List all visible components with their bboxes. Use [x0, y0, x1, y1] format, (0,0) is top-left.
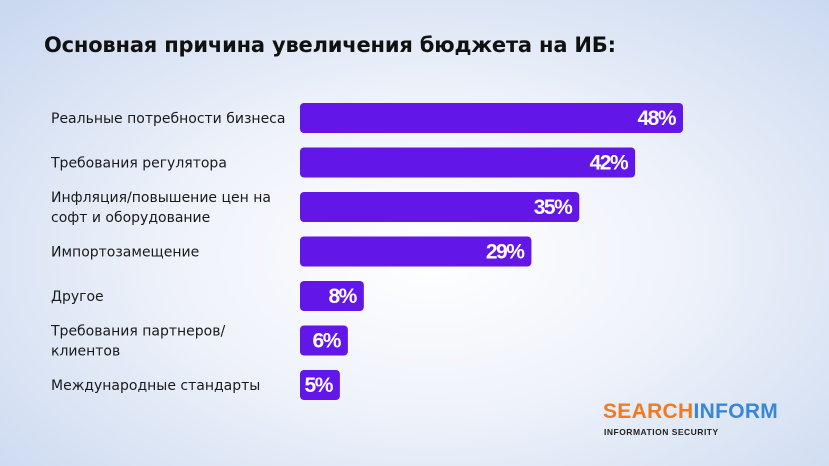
- category-label-1: Требования регулятора: [50, 156, 227, 172]
- bar-4: [300, 281, 364, 311]
- category-label-6: Международные стандарты: [51, 378, 260, 394]
- logo-tagline: INFORMATION SECURITY: [604, 427, 719, 437]
- category-label-2-line-1: софт и оборудование: [51, 210, 210, 226]
- category-label-4: Другое: [51, 289, 104, 305]
- category-label-5-line-1: клиентов: [51, 344, 120, 360]
- bar-3: [300, 236, 532, 267]
- searchinform-logo: SEARCHINFORM: [603, 401, 778, 422]
- logo-text-search: SEARCH: [603, 400, 694, 423]
- category-label-0: Реальные потребности бизнеса: [51, 111, 285, 127]
- bar-value-label-6: 5%: [305, 374, 334, 397]
- logo-text-inform: INFORM: [693, 400, 779, 423]
- bar-value-label-4: 8%: [328, 285, 357, 308]
- bar-1: [300, 147, 636, 178]
- category-label-5-line-0: Требования партнеров/: [50, 324, 225, 340]
- chart-title: Основная причина увеличения бюджета на И…: [44, 33, 616, 57]
- bar-value-label-5: 6%: [313, 330, 342, 353]
- bar-value-label-2: 35%: [534, 196, 573, 219]
- category-label-2-line-0: Инфляция/повышение цен на: [51, 190, 271, 206]
- bar-2: [300, 192, 580, 222]
- bar-value-label-1: 42%: [590, 152, 629, 175]
- bar-value-label-0: 48%: [637, 107, 676, 130]
- bar-value-label-3: 29%: [486, 241, 525, 264]
- bar-6: [300, 370, 340, 400]
- category-label-3: Импортозамещение: [51, 245, 199, 261]
- bar-0: [300, 103, 683, 133]
- bar-5: [300, 325, 348, 356]
